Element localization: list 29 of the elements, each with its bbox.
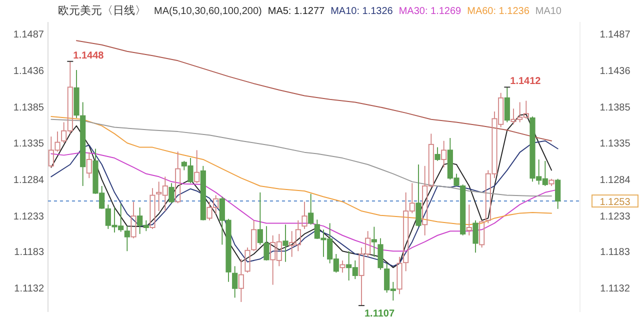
y-tick-label: 1.1284 <box>13 174 44 186</box>
y2-tick-label: 1.1487 <box>600 29 631 40</box>
chart-title: 欧元美元〈日线〉 <box>58 4 146 17</box>
y-tick-label: 1.1436 <box>13 66 44 77</box>
y-tick-label: 1.1385 <box>13 102 44 114</box>
annotation: 1.1412 <box>510 76 542 88</box>
y2-tick-label: 1.1183 <box>600 247 630 258</box>
y2-tick-label: 1.1284 <box>600 174 631 186</box>
y-tick-label: 1.1132 <box>14 284 44 295</box>
y2-tick-label: 1.1436 <box>600 66 631 77</box>
ref-line-label: 1.1253 <box>600 197 631 208</box>
line-series <box>50 116 552 226</box>
line-series <box>50 118 552 196</box>
text: MA30: 1.1269 <box>398 6 462 17</box>
y-tick-label: 1.1233 <box>13 211 44 222</box>
text: MA10 <box>535 6 562 17</box>
text: MA5: 1.1277 <box>268 6 325 17</box>
y2-tick-label: 1.1233 <box>600 211 631 222</box>
y2-tick-label: 1.1385 <box>600 102 631 114</box>
chart-subtitle: MA(5,10,30,60,100,200) <box>154 6 262 17</box>
annotation: 1.1448 <box>73 50 104 62</box>
y2-tick-label: 1.1335 <box>600 138 631 150</box>
y-tick-label: 1.1487 <box>13 29 44 40</box>
y-tick-label: 1.1183 <box>14 247 44 258</box>
annotation: 1.1107 <box>364 308 395 320</box>
y-tick-label: 1.1335 <box>13 138 44 150</box>
text: MA10: 1.1326 <box>330 6 394 17</box>
y2-tick-label: 1.1132 <box>600 284 630 295</box>
text: MA60: 1.1236 <box>467 6 530 17</box>
